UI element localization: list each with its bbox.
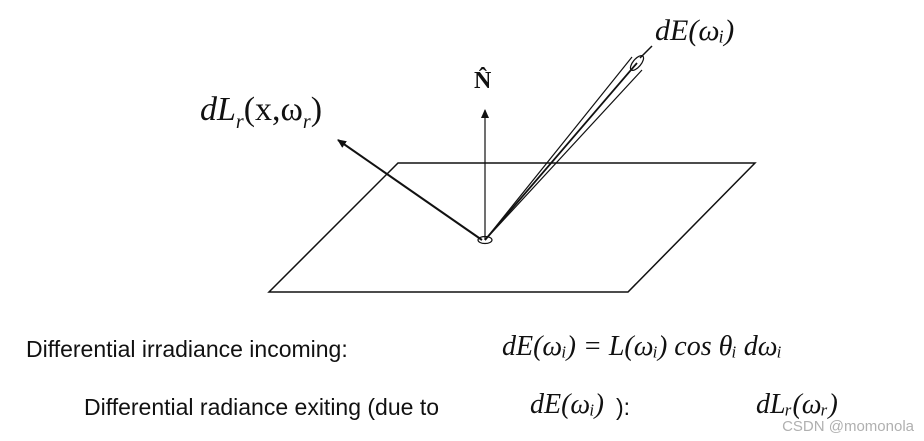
irradiance-equation: dE(ωᵢ) = L(ωᵢ) cos θᵢ dωᵢ <box>502 331 782 362</box>
radiance-inline-math: dE(ωᵢ) <box>530 389 604 420</box>
watermark: CSDN @momonola <box>782 418 914 435</box>
normal-label: N̂ <box>474 67 492 94</box>
outgoing-arrow <box>337 139 483 241</box>
surface-plane <box>267 162 757 293</box>
outgoing-label: dLr(x,ωr) <box>200 91 322 133</box>
radiance-equation: dLᵣ(ωᵣ) <box>756 389 838 420</box>
incoming-label: dE(ωᵢ) <box>655 14 734 47</box>
radiance-caption-b: ): <box>616 394 631 420</box>
incoming-cone <box>484 45 653 241</box>
irradiance-caption: Differential irradiance incoming: <box>26 336 348 362</box>
radiance-caption-a: Differential radiance exiting (due to <box>84 394 440 420</box>
